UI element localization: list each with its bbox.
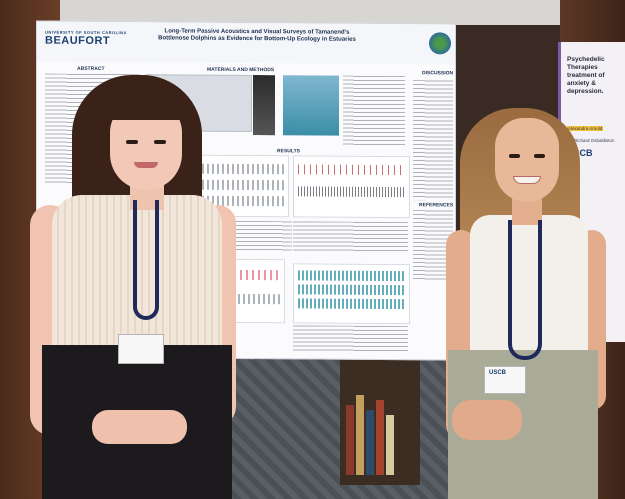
name-badge: USCB [484,366,526,394]
side-poster-title: Psychedelic Therapies treatment of anxie… [567,56,623,96]
clasped-hands [452,400,522,440]
lanyard [133,200,159,320]
eye [154,140,166,144]
face [495,118,559,202]
results-text [293,325,408,353]
chart-trace [298,298,405,310]
bangs [102,88,188,120]
chart-trace [298,164,405,176]
carpet-floor [200,345,460,499]
smile [513,176,541,184]
striped-top [52,195,222,355]
results-chart-2 [293,155,410,219]
side-poster-title-line2: treatment of anxiety [567,72,605,87]
discussion-text [413,80,453,201]
discussion-heading: DISCUSSION [422,70,454,77]
figure-caption-text [343,75,405,147]
book [376,400,384,475]
results-heading: RESULTS [277,148,300,155]
chart-trace [192,179,284,191]
name-badge [118,334,164,364]
smile [134,162,158,168]
references-heading: REFERENCES [419,202,454,209]
side-poster-author-wrap: Alexandra Arnold [567,126,604,131]
white-top [470,215,588,365]
methods-heading: MATERIALS AND METHODS [207,66,275,74]
side-poster-title-line3: & depression. [567,80,604,95]
eye [126,140,138,144]
side-poster-author: Alexandra Arnold [567,126,604,131]
book [356,395,364,475]
eye [534,154,545,158]
survey-tower-photo [283,75,339,136]
poster-header: UNIVERSITY OF SOUTH CAROLINA BEAUFORT Lo… [37,21,455,65]
lanyard [508,220,542,360]
side-poster-logo: USCB [567,148,593,158]
university-logo: UNIVERSITY OF SOUTH CAROLINA BEAUFORT [45,30,127,48]
chart-trace [298,270,405,282]
logo-text: BEAUFORT [45,34,111,48]
side-poster-advisor: Dr. Richard Osbaldiston [567,138,615,143]
seal-icon [429,32,451,55]
hydrophone-photo [253,75,275,136]
chart-trace [192,163,284,175]
book [386,415,394,475]
chart-trace [298,186,405,198]
book [346,405,354,475]
badge-logo: USCB [489,370,507,376]
clasped-hands [92,410,187,444]
side-poster-title-line1: Psychedelic Therapies [567,56,605,71]
chart-trace [298,284,405,296]
poster-title: Long-Term Passive Acoustics and Visual S… [158,28,356,43]
book [366,410,374,475]
bookshelf [340,345,420,485]
results-chart-4 [293,263,410,325]
results-text [293,221,408,253]
abstract-heading: ABSTRACT [77,65,105,73]
eye [509,154,520,158]
